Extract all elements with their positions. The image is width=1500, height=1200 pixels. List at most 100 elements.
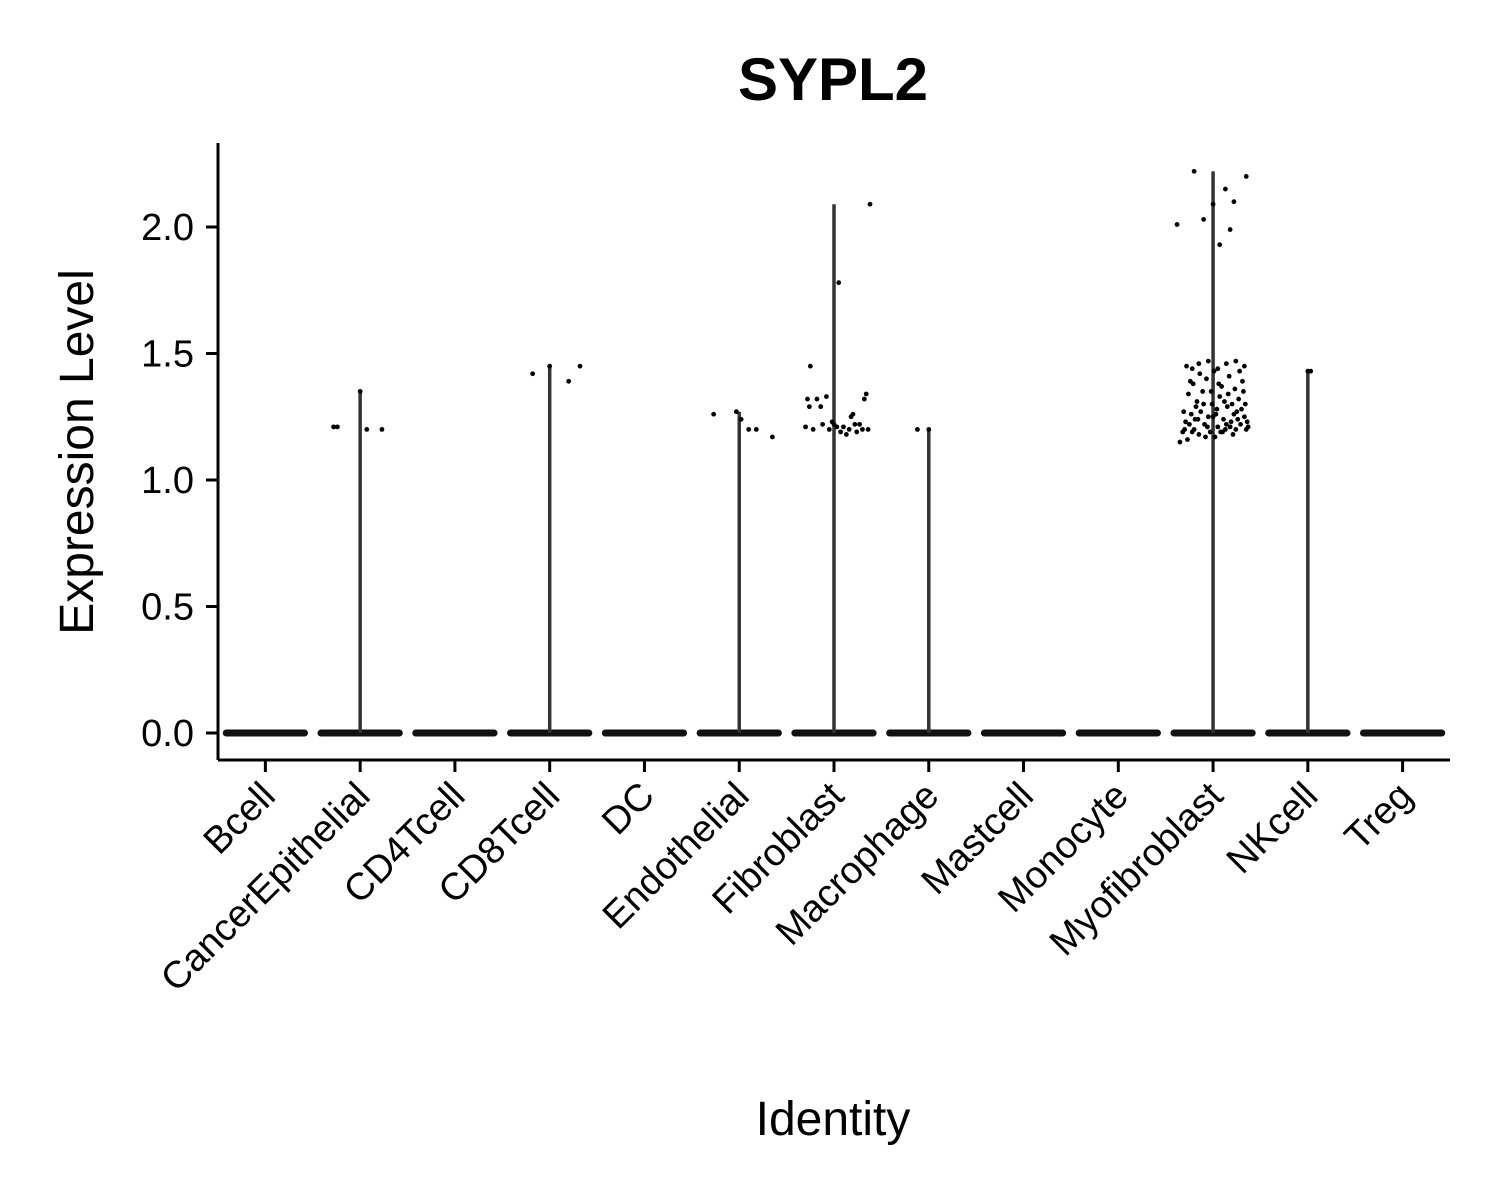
data-point	[1241, 363, 1247, 369]
violin-group	[317, 389, 403, 737]
data-point	[711, 411, 717, 417]
data-point	[1177, 439, 1183, 445]
data-point	[807, 363, 813, 369]
data-point	[1225, 391, 1231, 397]
y-axis-title: Expression Level	[51, 269, 104, 635]
data-point	[1239, 406, 1244, 412]
data-point	[331, 424, 337, 430]
data-point	[1224, 404, 1230, 410]
data-point	[838, 429, 844, 435]
x-axis-title: Identity	[756, 1093, 911, 1146]
data-point	[1201, 401, 1206, 407]
data-point	[857, 421, 862, 427]
data-point	[1215, 424, 1221, 430]
data-point	[1195, 416, 1201, 422]
violin-group	[1075, 729, 1161, 737]
data-point	[1208, 389, 1214, 394]
data-point	[810, 427, 816, 432]
data-point	[1210, 414, 1216, 420]
data-point	[1196, 361, 1202, 367]
data-point	[1215, 366, 1221, 372]
violin-base	[601, 729, 688, 737]
data-point	[1186, 391, 1191, 397]
data-point	[753, 427, 759, 432]
data-point	[1212, 434, 1218, 440]
x-tick-label: Bcell	[196, 775, 284, 863]
y-axis-ticks: 0.0 0.5 1.0 1.5 2.0	[141, 207, 218, 755]
violin-group	[980, 729, 1067, 737]
data-point	[1186, 421, 1192, 427]
data-point	[1205, 358, 1211, 364]
data-point	[861, 396, 867, 402]
data-point	[1308, 368, 1314, 374]
data-point	[1227, 424, 1233, 430]
data-point	[1238, 421, 1243, 427]
data-point	[1236, 396, 1242, 402]
data-point	[803, 424, 808, 430]
data-point	[1233, 358, 1239, 364]
data-point	[1184, 363, 1189, 369]
data-point	[843, 432, 849, 437]
violin-group	[886, 427, 972, 737]
data-point	[1228, 419, 1234, 425]
data-point	[1235, 416, 1241, 422]
y-tick-label: 1.5	[141, 334, 194, 376]
data-point	[1222, 399, 1227, 404]
data-point	[1232, 386, 1238, 392]
data-point	[836, 280, 842, 286]
x-tick-label: Treg	[1337, 775, 1421, 859]
data-point	[577, 363, 583, 369]
data-point	[1231, 199, 1237, 205]
data-point	[738, 416, 744, 422]
data-point	[335, 424, 340, 430]
data-point	[1201, 217, 1206, 222]
y-tick-label: 0.5	[141, 587, 194, 629]
data-point	[1183, 419, 1188, 425]
data-point	[1230, 432, 1236, 437]
data-point	[1188, 411, 1194, 417]
data-point	[1243, 174, 1249, 179]
data-point	[746, 427, 752, 432]
data-point	[1226, 373, 1232, 379]
data-point	[805, 396, 810, 402]
data-point	[860, 427, 865, 432]
data-point	[926, 427, 932, 432]
y-tick-label: 0.0	[141, 713, 194, 755]
data-point	[1182, 427, 1188, 432]
data-point	[834, 424, 840, 430]
data-point	[846, 427, 852, 432]
violin-group	[412, 729, 498, 737]
data-point	[364, 427, 370, 432]
data-point	[1189, 429, 1195, 435]
data-point	[1198, 409, 1204, 415]
data-point	[770, 434, 775, 440]
data-point	[1197, 371, 1203, 377]
data-point	[547, 363, 553, 369]
data-point	[1204, 424, 1210, 430]
data-point	[1217, 242, 1223, 248]
y-tick-label: 2.0	[141, 207, 194, 249]
data-point	[1193, 404, 1199, 410]
data-point	[1207, 429, 1213, 435]
data-point	[1242, 401, 1248, 407]
y-tick-label: 1.0	[141, 460, 194, 502]
violin-group	[791, 201, 877, 737]
data-point	[1174, 222, 1180, 227]
violin-group	[1265, 368, 1351, 737]
data-point	[1229, 401, 1235, 407]
data-point	[379, 427, 385, 432]
data-point	[867, 201, 873, 207]
violin-base	[1359, 729, 1446, 737]
violin-group	[1359, 729, 1446, 737]
data-point	[1189, 366, 1195, 372]
data-point	[1241, 414, 1247, 420]
data-point	[818, 404, 824, 410]
data-point	[826, 427, 832, 432]
data-point	[1196, 432, 1202, 437]
data-point	[1240, 378, 1245, 384]
data-point	[1185, 437, 1190, 442]
data-point	[1214, 406, 1220, 412]
data-point	[806, 404, 812, 410]
data-point	[1233, 427, 1239, 432]
